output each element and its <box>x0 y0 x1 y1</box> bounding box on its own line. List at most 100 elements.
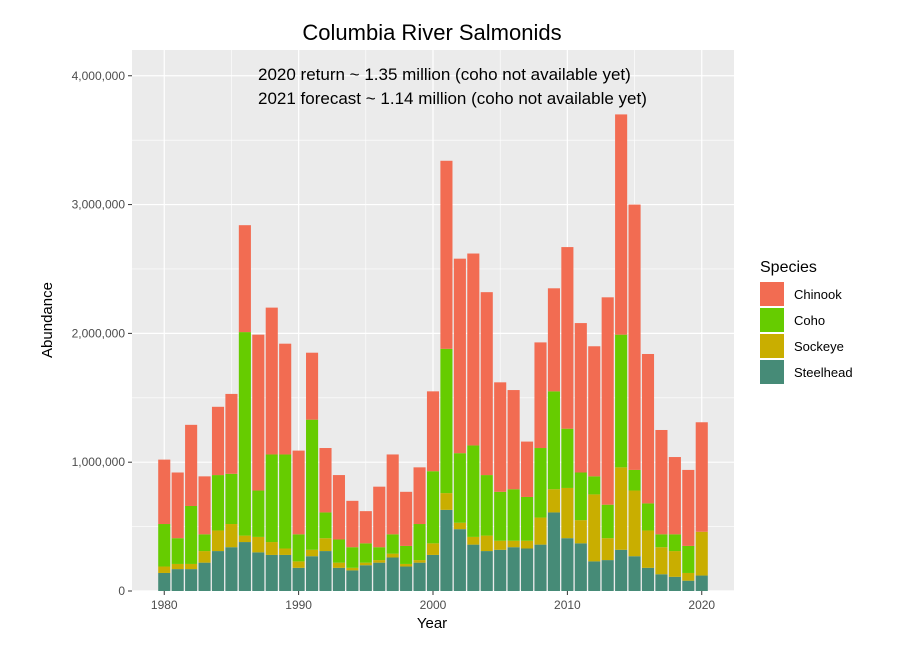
x-tick-label: 1990 <box>285 598 312 612</box>
bar-chinook-1984 <box>211 406 225 476</box>
bar-coho-1994 <box>346 547 359 568</box>
bar-coho-2010 <box>561 428 574 488</box>
bar-coho-1989 <box>279 454 292 549</box>
bar-steelhead-1990 <box>292 567 305 591</box>
x-axis-label: Year <box>417 615 447 632</box>
bar-chinook-2005 <box>494 382 507 492</box>
bar-coho-2013 <box>601 504 614 539</box>
bar-steelhead-2001 <box>440 509 453 591</box>
bar-sockeye-2019 <box>682 572 695 581</box>
bar-sockeye-2010 <box>561 487 574 539</box>
bar-sockeye-1991 <box>306 549 319 557</box>
bar-chinook-2019 <box>682 469 695 546</box>
bar-chinook-2003 <box>467 253 480 446</box>
bar-sockeye-2002 <box>453 522 466 530</box>
bar-chinook-2015 <box>628 204 641 470</box>
bar-coho-2001 <box>440 348 453 494</box>
bar-coho-1983 <box>198 534 211 552</box>
bar-coho-2009 <box>547 391 560 490</box>
bar-coho-1981 <box>171 538 184 564</box>
bar-sockeye-1994 <box>346 567 359 571</box>
bar-sockeye-2017 <box>655 547 668 575</box>
bar-chinook-2012 <box>588 346 601 477</box>
bar-chinook-1989 <box>279 343 292 455</box>
bar-chinook-2016 <box>641 353 655 504</box>
bar-steelhead-2016 <box>641 567 655 591</box>
bar-steelhead-2004 <box>480 551 493 591</box>
bars <box>158 114 708 591</box>
bar-coho-2003 <box>467 445 480 537</box>
bar-sockeye-2015 <box>628 490 641 557</box>
bar-steelhead-2007 <box>521 548 534 591</box>
bar-steelhead-2020 <box>695 575 708 591</box>
legend-swatch-steelhead <box>760 360 784 384</box>
bar-sockeye-2009 <box>547 489 560 513</box>
bar-steelhead-1987 <box>252 552 265 591</box>
bar-sockeye-2013 <box>601 538 614 561</box>
bar-steelhead-1992 <box>319 551 332 591</box>
bar-chinook-1994 <box>346 500 359 548</box>
bar-chinook-2013 <box>601 297 614 505</box>
bar-steelhead-1999 <box>413 562 426 591</box>
legend-label-coho: Coho <box>794 313 825 328</box>
bar-coho-1998 <box>400 545 413 564</box>
bar-coho-1993 <box>332 539 345 563</box>
bar-sockeye-1986 <box>238 535 251 543</box>
bar-coho-1980 <box>158 524 171 567</box>
bar-chinook-2007 <box>521 441 534 497</box>
bar-sockeye-1988 <box>265 542 278 555</box>
bar-steelhead-1981 <box>171 569 184 591</box>
bar-coho-2015 <box>628 469 641 491</box>
bar-coho-1988 <box>265 454 278 543</box>
bar-chinook-1981 <box>171 472 184 539</box>
bar-chinook-2020 <box>695 422 708 532</box>
legend-label-steelhead: Steelhead <box>794 365 853 380</box>
bar-steelhead-1986 <box>238 542 251 591</box>
bar-coho-1999 <box>413 524 426 561</box>
bar-coho-1996 <box>373 547 386 561</box>
bar-sockeye-1982 <box>185 563 198 570</box>
bar-chinook-1986 <box>238 225 251 333</box>
bar-steelhead-2000 <box>426 554 440 591</box>
bar-sockeye-2008 <box>534 517 547 545</box>
bar-chinook-1987 <box>252 334 265 491</box>
bar-chinook-1985 <box>225 393 238 474</box>
bar-steelhead-1980 <box>158 572 171 591</box>
bar-sockeye-1984 <box>211 530 225 552</box>
bar-sockeye-1985 <box>225 524 238 548</box>
bar-chinook-1988 <box>265 307 278 455</box>
bar-steelhead-1995 <box>359 565 372 591</box>
bar-coho-2014 <box>615 334 628 468</box>
y-tick-label: 2,000,000 <box>72 326 126 340</box>
bar-sockeye-2001 <box>440 493 453 510</box>
bar-sockeye-1993 <box>332 562 345 568</box>
bar-coho-1987 <box>252 490 265 537</box>
bar-steelhead-1998 <box>400 566 413 591</box>
y-tick-label: 4,000,000 <box>72 69 126 83</box>
bar-coho-2017 <box>655 534 668 548</box>
bar-sockeye-2014 <box>615 467 628 550</box>
x-tick-label: 2020 <box>688 598 715 612</box>
bar-sockeye-1992 <box>319 538 332 552</box>
legend-label-sockeye: Sockeye <box>794 339 844 354</box>
bar-chinook-1998 <box>400 491 413 546</box>
bar-coho-2000 <box>426 471 440 544</box>
bar-coho-1995 <box>359 543 372 563</box>
bar-steelhead-1982 <box>185 569 198 591</box>
bar-sockeye-1989 <box>279 548 292 555</box>
x-tick-label: 1980 <box>151 598 178 612</box>
bar-coho-1997 <box>386 534 399 554</box>
legend-title: Species <box>760 259 817 276</box>
bar-steelhead-2009 <box>547 512 560 591</box>
bar-coho-2011 <box>574 472 587 521</box>
bar-sockeye-1980 <box>158 566 171 573</box>
bar-chinook-1982 <box>185 424 198 506</box>
y-tick-label: 0 <box>118 584 125 598</box>
bar-sockeye-1983 <box>198 551 211 563</box>
bar-steelhead-2019 <box>682 580 695 591</box>
bar-steelhead-1996 <box>373 562 386 591</box>
bar-chinook-1995 <box>359 511 372 544</box>
legend-swatch-chinook <box>760 282 784 306</box>
bar-chinook-2017 <box>655 429 668 535</box>
